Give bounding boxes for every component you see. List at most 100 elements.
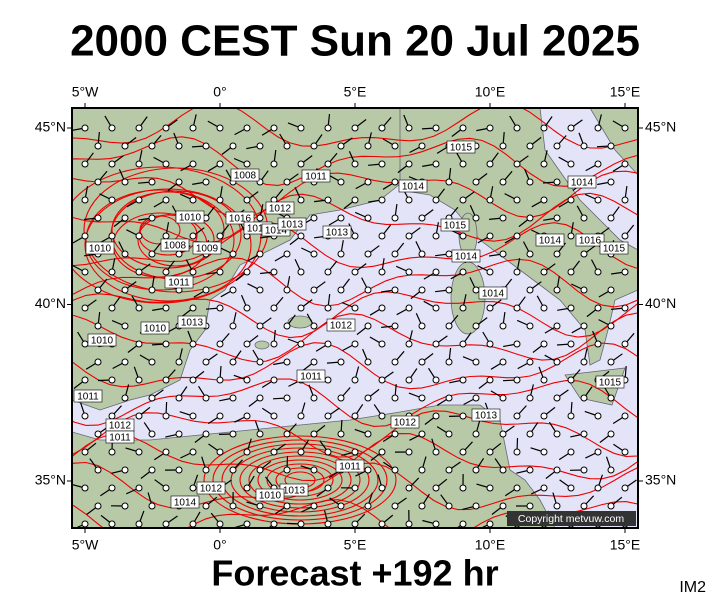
- isobar-label: 1014: [539, 236, 562, 247]
- barb-station: [460, 305, 466, 311]
- barb-station: [95, 503, 101, 509]
- barb-station: [122, 467, 128, 473]
- barb-station: [392, 467, 398, 473]
- barb-station: [122, 179, 128, 185]
- barb-station: [622, 161, 628, 167]
- barb-station: [338, 143, 344, 149]
- isobar-label: 1011: [77, 392, 99, 403]
- barb-station: [406, 197, 412, 203]
- barb-station: [136, 161, 142, 167]
- barb-station: [352, 125, 358, 131]
- barb-station: [82, 269, 88, 275]
- barb-station: [406, 305, 412, 311]
- barb-station: [514, 485, 520, 491]
- barb-station: [122, 395, 128, 401]
- barb-station: [379, 413, 385, 419]
- barb-station: [500, 143, 506, 149]
- barb-station: [500, 359, 506, 365]
- barb-station: [595, 485, 601, 491]
- isobar-label: 1013: [283, 486, 306, 497]
- barb-station: [230, 467, 236, 473]
- barb-station: [352, 197, 358, 203]
- barb-station: [392, 503, 398, 509]
- barb-station: [257, 215, 263, 221]
- barb-station: [109, 161, 115, 167]
- barb-station: [487, 269, 493, 275]
- barb-station: [473, 287, 479, 293]
- barb-station: [460, 125, 466, 131]
- barb-station: [473, 323, 479, 329]
- isobar-label: 1008: [234, 171, 257, 182]
- barb-station: [527, 359, 533, 365]
- barb-station: [608, 431, 614, 437]
- barb-station: [365, 287, 371, 293]
- lon-label: 15°E: [610, 84, 641, 100]
- barb-station: [527, 251, 533, 257]
- barb-station: [473, 215, 479, 221]
- barb-station: [608, 503, 614, 509]
- isobar-label: 1012: [109, 421, 132, 432]
- barb-station: [82, 449, 88, 455]
- barb-station: [608, 179, 614, 185]
- isobar-label: 1014: [455, 252, 478, 263]
- barb-station: [311, 431, 317, 437]
- lon-label: 5°W: [72, 537, 99, 553]
- barb-station: [284, 503, 290, 509]
- barb-station: [433, 413, 439, 419]
- barb-station: [595, 125, 601, 131]
- barb-station: [176, 431, 182, 437]
- barb-station: [163, 305, 169, 311]
- barb-station: [622, 233, 628, 239]
- barb-station: [595, 305, 601, 311]
- barb-station: [514, 269, 520, 275]
- barb-station: [149, 467, 155, 473]
- barb-station: [136, 305, 142, 311]
- barb-station: [392, 215, 398, 221]
- barb-station: [514, 161, 520, 167]
- barb-station: [460, 413, 466, 419]
- barb-station: [541, 449, 547, 455]
- barb-station: [554, 179, 560, 185]
- barb-station: [419, 503, 425, 509]
- barb-station: [109, 521, 115, 527]
- barb-station: [514, 197, 520, 203]
- lon-label: 10°E: [475, 84, 506, 100]
- barb-station: [527, 323, 533, 329]
- barb-station: [325, 449, 331, 455]
- barb-station: [217, 377, 223, 383]
- barb-station: [284, 395, 290, 401]
- barb-station: [217, 341, 223, 347]
- barb-station: [568, 161, 574, 167]
- barb-station: [244, 485, 250, 491]
- copyright: Copyright metvuw.com: [518, 513, 624, 525]
- barb-station: [527, 431, 533, 437]
- barb-station: [554, 359, 560, 365]
- barb-station: [284, 179, 290, 185]
- barb-station: [446, 431, 452, 437]
- barb-station: [392, 431, 398, 437]
- barb-station: [109, 197, 115, 203]
- barb-station: [554, 395, 560, 401]
- barb-station: [257, 323, 263, 329]
- barb-station: [163, 485, 169, 491]
- barb-station: [325, 197, 331, 203]
- barb-station: [298, 449, 304, 455]
- barb-station: [487, 485, 493, 491]
- barb-station: [217, 197, 223, 203]
- barb-station: [163, 341, 169, 347]
- barb-station: [257, 143, 263, 149]
- isobar-label: 1014: [402, 182, 425, 193]
- barb-station: [541, 125, 547, 131]
- barb-station: [379, 485, 385, 491]
- barb-station: [284, 467, 290, 473]
- barb-station: [163, 269, 169, 275]
- barb-station: [365, 323, 371, 329]
- barb-station: [190, 377, 196, 383]
- barb-station: [365, 359, 371, 365]
- barb-station: [338, 359, 344, 365]
- barb-station: [190, 485, 196, 491]
- barb-station: [433, 197, 439, 203]
- barb-station: [311, 215, 317, 221]
- barb-station: [257, 287, 263, 293]
- barb-station: [311, 467, 317, 473]
